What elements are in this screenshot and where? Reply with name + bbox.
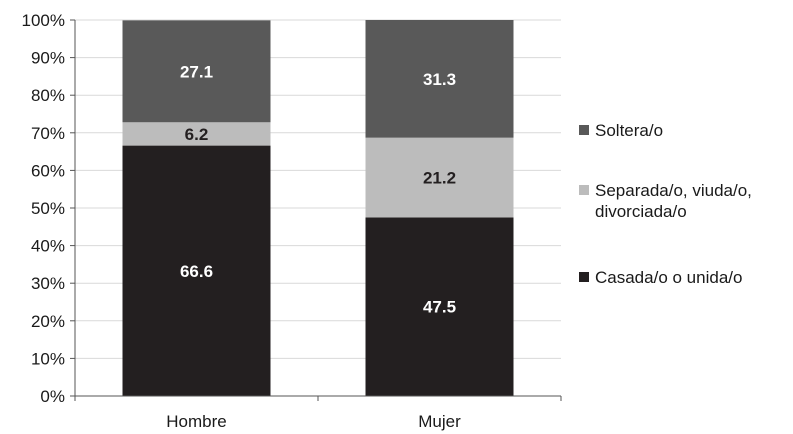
- bar-segment: [365, 20, 514, 138]
- data-label: 31.3: [423, 70, 456, 89]
- legend-item-separada: Separada/o, viuda/o, divorciada/o: [579, 180, 793, 222]
- y-tick-label: 60%: [31, 161, 65, 180]
- bar-segment: [122, 20, 271, 123]
- y-tick-label: 0%: [40, 387, 65, 406]
- legend-label-soltera: Soltera/o: [595, 121, 664, 140]
- legend-swatch-separada: [579, 185, 589, 195]
- legend: Soltera/o Separada/o, viuda/o, divorciad…: [579, 0, 793, 434]
- data-label: 66.6: [180, 262, 213, 281]
- data-label: 6.2: [185, 125, 209, 144]
- data-label: 21.2: [423, 169, 456, 188]
- bar-segment: [365, 137, 514, 218]
- bar-segment: [365, 217, 514, 396]
- x-tick-label: Hombre: [166, 412, 226, 431]
- legend-label-casada: Casada/o o unida/o: [595, 268, 743, 287]
- data-label: 27.1: [180, 62, 213, 81]
- legend-swatch-casada: [579, 272, 589, 282]
- data-label: 47.5: [423, 298, 456, 317]
- bar-segment: [122, 145, 271, 396]
- y-tick-label: 20%: [31, 312, 65, 331]
- legend-label-separada: Separada/o, viuda/o, divorciada/o: [595, 181, 752, 221]
- y-tick-label: 30%: [31, 274, 65, 293]
- x-tick-label: Mujer: [418, 412, 461, 431]
- y-tick-label: 40%: [31, 237, 65, 256]
- legend-item-soltera: Soltera/o: [579, 120, 793, 141]
- y-tick-label: 90%: [31, 49, 65, 68]
- y-tick-label: 10%: [31, 349, 65, 368]
- y-tick-label: 100%: [22, 11, 65, 30]
- bar-segment: [122, 122, 271, 146]
- y-tick-label: 80%: [31, 86, 65, 105]
- legend-swatch-soltera: [579, 125, 589, 135]
- y-tick-label: 50%: [31, 199, 65, 218]
- legend-item-casada: Casada/o o unida/o: [579, 267, 793, 288]
- y-tick-label: 70%: [31, 124, 65, 143]
